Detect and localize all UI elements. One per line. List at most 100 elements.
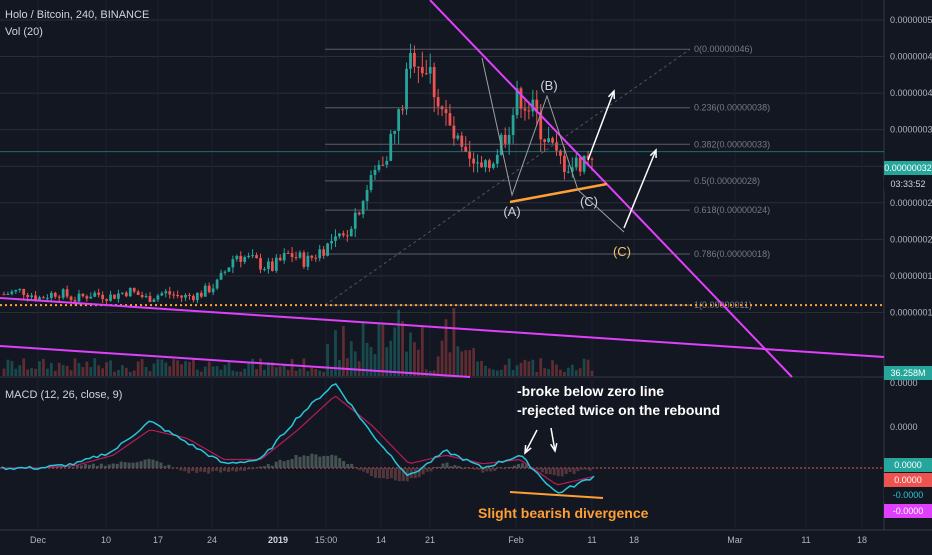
macd-histogram-bar (346, 464, 349, 468)
volume-bar (531, 360, 534, 376)
volume-bar (484, 366, 487, 376)
volume-bar (18, 365, 21, 376)
candle-body (89, 297, 92, 299)
candle-body (362, 201, 365, 214)
fib-level-label: 0.786(0.00000018) (694, 249, 770, 259)
wave-label-c: (C) (580, 194, 598, 209)
macd-histogram-bar (549, 468, 552, 474)
volume-bar (224, 365, 227, 376)
volume-bar (346, 358, 349, 376)
candle-body (30, 295, 33, 297)
candle-body (220, 273, 223, 280)
candle-body (488, 160, 491, 168)
volume-bar (354, 351, 357, 376)
macd-histogram-bar (211, 468, 214, 471)
volume-bar (251, 359, 254, 376)
volume-bar (449, 352, 452, 376)
candle-body (224, 272, 227, 273)
macd-histogram-bar (581, 468, 584, 470)
candle-body (374, 170, 377, 175)
candle-body (121, 293, 124, 294)
countdown-label: 03:33:52 (884, 177, 932, 191)
macd-histogram-bar (80, 465, 83, 468)
volume-bar (591, 371, 594, 376)
volume-bar (113, 372, 116, 376)
candle-body (421, 67, 424, 73)
candle-body (141, 295, 144, 297)
macd-histogram-bar (501, 468, 504, 469)
candle-body (389, 134, 392, 161)
candle-body (460, 136, 463, 147)
volume-bar (133, 370, 136, 376)
candle-body (62, 289, 65, 297)
macd-histogram-bar (302, 455, 305, 468)
candle-body (129, 288, 132, 296)
volume-bar (101, 368, 104, 376)
macd-histogram-bar (291, 459, 294, 468)
candle-body (22, 289, 25, 295)
macd-histogram-bar (271, 466, 274, 468)
candle-body (26, 295, 29, 297)
macd-histogram-bar (589, 468, 592, 471)
candle-body (551, 138, 554, 142)
candle-body (259, 258, 262, 269)
candle-body (445, 109, 448, 113)
volume-bar (524, 360, 527, 376)
volume-bar (421, 327, 424, 376)
volume-bar (74, 358, 77, 376)
candle-body (58, 297, 61, 298)
volume-bar (105, 362, 108, 376)
x-tick-label: Mar (727, 535, 743, 545)
macd-histogram-bar (521, 463, 524, 468)
candle-body (492, 164, 495, 168)
x-tick-label: 15:00 (315, 535, 338, 545)
macd-histogram-bar (338, 458, 341, 468)
macd-histogram-bar (195, 468, 198, 473)
macd-histogram-bar (473, 468, 476, 470)
candle-body (42, 297, 45, 298)
volume-legend: Vol (20) (5, 26, 43, 38)
candle-body (306, 256, 309, 267)
volume-bar (228, 362, 231, 376)
candle-body (105, 299, 108, 301)
candle-body (409, 53, 412, 69)
macd-histogram-bar (461, 468, 464, 469)
x-tick-label: 11 (801, 535, 810, 545)
candle-body (125, 293, 128, 297)
candle-body (370, 175, 373, 190)
candle-body (378, 165, 381, 170)
macd-histogram-bar (124, 462, 127, 468)
macd-histogram-bar (394, 468, 397, 480)
macd-histogram-bar (577, 468, 580, 471)
candle-body (93, 293, 96, 297)
candle-body (484, 160, 487, 167)
macd-histogram-bar (112, 463, 115, 468)
volume-bar (212, 366, 215, 376)
candle-body (34, 295, 37, 299)
candle-body (66, 289, 69, 296)
candle-body (330, 241, 333, 244)
x-tick-label: 18 (629, 535, 639, 545)
volume-bar (34, 369, 37, 376)
macd-histogram-bar (358, 468, 361, 470)
candle-body (527, 110, 530, 111)
fib-level-label: 0.382(0.00000033) (694, 139, 770, 149)
volume-bar (464, 350, 467, 376)
macd-histogram-bar (322, 456, 325, 468)
macd-histogram-bar (314, 454, 317, 468)
volume-bar (551, 360, 554, 376)
candle-body (591, 159, 594, 160)
wave-label-c-target: (C) (613, 244, 631, 259)
volume-bar (575, 370, 578, 376)
macd-histogram-bar (553, 468, 556, 475)
volume-bar (220, 370, 223, 376)
volume-bar (468, 350, 471, 376)
candle-body (196, 293, 199, 300)
candle-body (405, 69, 408, 109)
macd-histogram-bar (187, 468, 190, 473)
macd-histogram-bar (243, 468, 246, 471)
candle-body (18, 289, 21, 290)
